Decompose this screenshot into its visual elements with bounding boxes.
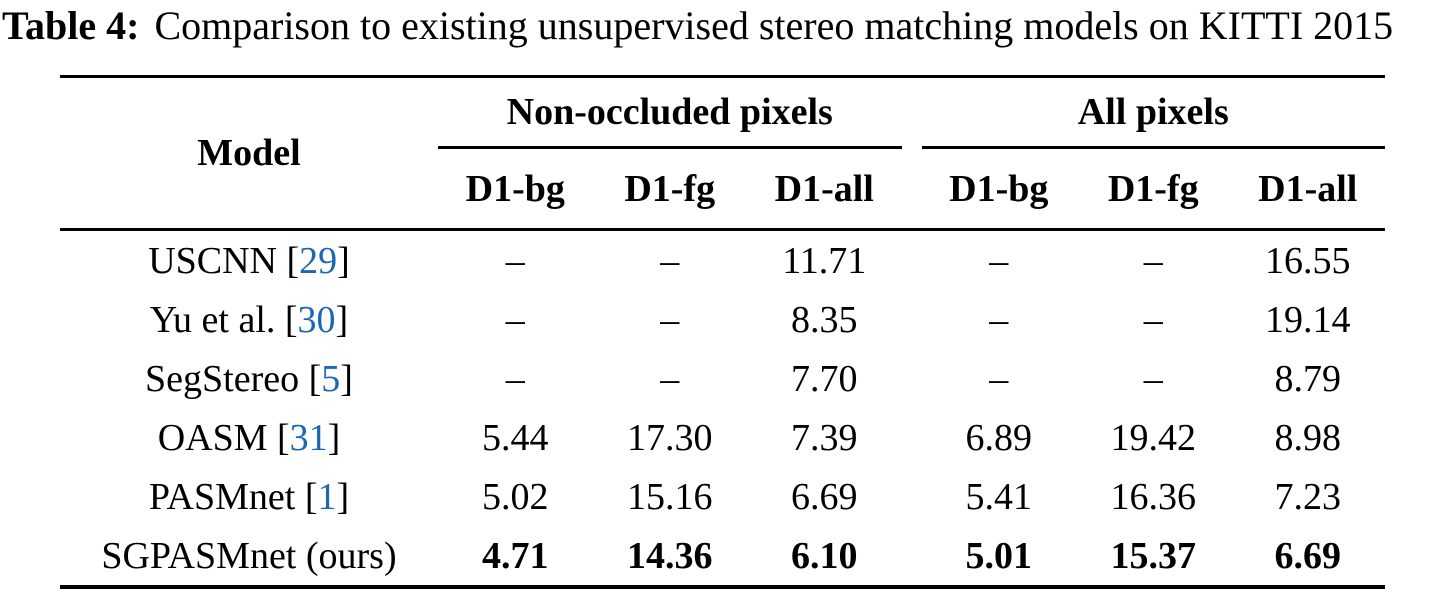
model-cell: SegStereo [5]	[60, 349, 438, 408]
value-cell: 8.35	[791, 298, 858, 341]
citation-wrap: [30]	[275, 299, 348, 341]
value-cell: 6.10	[791, 534, 858, 577]
citation-close-bracket: ]	[336, 475, 350, 518]
citation-wrap: [29]	[277, 240, 350, 282]
column-header-nonocc-d1bg: D1-bg	[438, 147, 593, 231]
column-gap-cell	[902, 526, 922, 587]
column-header-nonocc-d1all: D1-all	[747, 147, 902, 231]
column-gap-cell	[902, 467, 922, 526]
sub-header-row: D1-bg D1-fg D1-all D1-bg D1-fg D1-all	[60, 147, 1386, 231]
column-group-gap	[901, 76, 922, 231]
group-header-row: Model Non-occluded pixels All pixels	[60, 76, 1386, 231]
citation-wrap: [1]	[295, 476, 349, 518]
value-cell: –	[505, 357, 525, 400]
value-cell: 7.70	[791, 357, 858, 400]
caption-text: Comparison to existing unsupervised ster…	[154, 3, 1394, 48]
value-cell: –	[989, 298, 1009, 341]
value-cell: –	[989, 239, 1009, 282]
table-row: SegStereo [5] – – 7.70 – – 8.79	[60, 349, 1385, 408]
value-cell: –	[989, 357, 1009, 400]
citation-open-bracket: [	[299, 357, 322, 400]
citation-link[interactable]: 1	[317, 475, 337, 518]
value-cell: 8.79	[1274, 357, 1342, 400]
value-cell: 6.69	[791, 475, 858, 518]
citation-open-bracket: [	[295, 475, 318, 518]
results-table: Model Non-occluded pixels All pixels D1-…	[60, 75, 1386, 589]
column-group-nonoccluded: Non-occluded pixels	[438, 76, 902, 149]
column-header-nonocc-d1fg: D1-fg	[592, 147, 747, 231]
value-cell: –	[1143, 239, 1163, 282]
model-name: SegStereo	[145, 357, 300, 400]
value-cell: 19.42	[1110, 416, 1197, 459]
table-body: USCNN [29] – – 11.71 – – 16.55 Yu et al.…	[60, 230, 1385, 588]
model-cell: Yu et al. [30]	[60, 290, 438, 349]
column-header-all-d1fg: D1-fg	[1076, 147, 1231, 231]
value-cell: 7.23	[1274, 475, 1342, 518]
value-cell: 6.89	[965, 416, 1033, 459]
table-row: USCNN [29] – – 11.71 – – 16.55	[60, 230, 1385, 291]
column-gap-cell	[902, 349, 922, 408]
value-cell: –	[1143, 298, 1163, 341]
value-cell: –	[660, 357, 680, 400]
citation-open-bracket: [	[277, 239, 300, 282]
model-cell: OASM [31]	[60, 408, 438, 467]
value-cell: 16.55	[1265, 239, 1351, 282]
model-name: OASM	[157, 416, 268, 459]
value-cell: –	[505, 239, 525, 282]
citation-link[interactable]: 30	[297, 298, 336, 341]
citation-link[interactable]: 29	[299, 239, 338, 282]
value-cell: –	[505, 298, 525, 341]
table-row: OASM [31] 5.44 17.30 7.39 6.89 19.42 8.9…	[60, 408, 1385, 467]
column-gap-cell	[902, 290, 922, 349]
value-cell: 8.98	[1274, 416, 1342, 459]
citation-close-bracket: ]	[335, 298, 349, 341]
table-caption: Table 4: Comparison to existing unsupervi…	[2, 2, 1438, 50]
caption-label: Table 4:	[2, 3, 140, 48]
citation-wrap: [31]	[267, 416, 341, 459]
table-row: PASMnet [1] 5.02 15.16 6.69 5.41 16.36 7…	[60, 467, 1385, 526]
value-cell: 5.41	[965, 475, 1033, 518]
value-cell: 5.02	[482, 475, 549, 518]
citation-close-bracket: ]	[340, 357, 353, 400]
citation-link[interactable]: 5	[321, 357, 341, 400]
model-cell: SGPASMnet (ours)	[60, 526, 438, 587]
model-name: Yu et al.	[149, 298, 276, 341]
model-name: USCNN	[148, 239, 277, 282]
value-cell: 17.30	[627, 416, 713, 459]
value-cell: 14.36	[627, 534, 713, 577]
value-cell: 15.16	[627, 475, 713, 518]
model-name: PASMnet	[148, 475, 296, 518]
column-header-model: Model	[60, 76, 438, 231]
column-header-all-d1bg: D1-bg	[921, 147, 1076, 231]
model-cell: USCNN [29]	[60, 230, 438, 291]
value-cell: –	[660, 298, 680, 341]
value-cell: 6.69	[1274, 534, 1342, 577]
citation-open-bracket: [	[267, 416, 290, 459]
column-header-all-d1all: D1-all	[1230, 147, 1386, 231]
value-cell: 15.37	[1110, 534, 1197, 577]
model-name: SGPASMnet (ours)	[101, 534, 397, 577]
value-cell: 11.71	[782, 239, 867, 282]
model-cell: PASMnet [1]	[60, 467, 438, 526]
value-cell: –	[1143, 357, 1163, 400]
citation-wrap: [5]	[299, 358, 353, 400]
value-cell: 7.39	[791, 416, 858, 459]
value-cell: 4.71	[482, 534, 549, 577]
citation-close-bracket: ]	[337, 239, 350, 282]
table-header: Model Non-occluded pixels All pixels D1-…	[60, 76, 1386, 231]
value-cell: –	[660, 239, 680, 282]
table-row: Yu et al. [30] – – 8.35 – – 19.14	[60, 290, 1385, 349]
column-gap-cell	[902, 408, 922, 467]
value-cell: 5.44	[482, 416, 549, 459]
column-group-all: All pixels	[921, 76, 1386, 149]
value-cell: 5.01	[965, 534, 1033, 577]
citation-open-bracket: [	[275, 298, 298, 341]
table-row: SGPASMnet (ours) 4.71 14.36 6.10 5.01 15…	[60, 526, 1385, 587]
column-gap-cell	[902, 230, 922, 291]
value-cell: 16.36	[1110, 475, 1197, 518]
citation-close-bracket: ]	[327, 416, 341, 459]
citation-link[interactable]: 31	[289, 416, 328, 459]
value-cell: 19.14	[1265, 298, 1351, 341]
